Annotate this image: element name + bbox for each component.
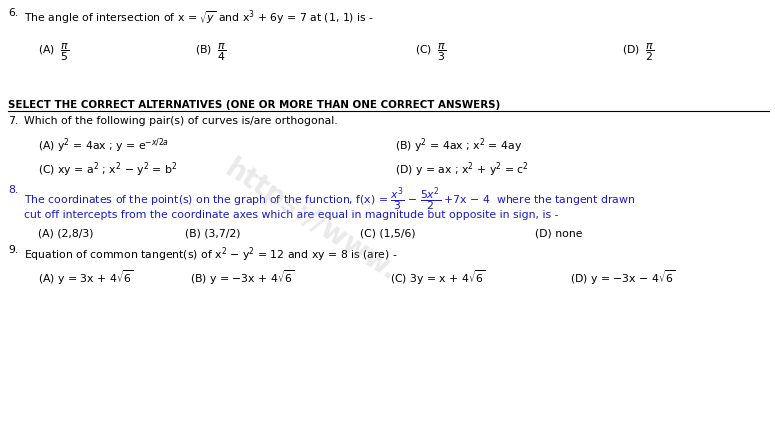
Text: (D) none: (D) none: [535, 228, 583, 238]
Text: 8.: 8.: [8, 185, 19, 195]
Text: 9.: 9.: [8, 245, 19, 255]
Text: cut off intercepts from the coordinate axes which are equal in magnitude but opp: cut off intercepts from the coordinate a…: [24, 210, 559, 220]
Text: (A) (2,8/3): (A) (2,8/3): [38, 228, 94, 238]
Text: 6.: 6.: [8, 8, 19, 18]
Text: SELECT THE CORRECT ALTERNATIVES (ONE OR MORE THAN ONE CORRECT ANSWERS): SELECT THE CORRECT ALTERNATIVES (ONE OR …: [8, 100, 500, 110]
Text: (C) (1,5/6): (C) (1,5/6): [360, 228, 415, 238]
Text: (C)  $\dfrac{\pi}{3}$: (C) $\dfrac{\pi}{3}$: [415, 42, 447, 63]
Text: (C) 3y = x + 4$\sqrt{6}$: (C) 3y = x + 4$\sqrt{6}$: [390, 268, 486, 287]
Text: Equation of common tangent(s) of x$^2$ $-$ y$^2$ = 12 and xy = 8 is (are) -: Equation of common tangent(s) of x$^2$ $…: [24, 245, 398, 264]
Text: The coordinates of the point(s) on the graph of the function, f(x) = $\dfrac{x^3: The coordinates of the point(s) on the g…: [24, 185, 635, 213]
Text: 7.: 7.: [8, 116, 19, 126]
Text: (B)  $\dfrac{\pi}{4}$: (B) $\dfrac{\pi}{4}$: [195, 42, 227, 63]
Text: (C) xy = a$^2$ ; x$^2$ $-$ y$^2$ = b$^2$: (C) xy = a$^2$ ; x$^2$ $-$ y$^2$ = b$^2$: [38, 160, 177, 179]
Text: (A)  $\dfrac{\pi}{5}$: (A) $\dfrac{\pi}{5}$: [38, 42, 70, 63]
Text: (B) (3,7/2): (B) (3,7/2): [185, 228, 240, 238]
Text: (D)  $\dfrac{\pi}{2}$: (D) $\dfrac{\pi}{2}$: [622, 42, 655, 63]
Text: (D) y = $-$3x $-$ 4$\sqrt{6}$: (D) y = $-$3x $-$ 4$\sqrt{6}$: [570, 268, 676, 287]
Text: (B) y$^2$ = 4ax ; x$^2$ = 4ay: (B) y$^2$ = 4ax ; x$^2$ = 4ay: [395, 136, 522, 154]
Text: (A) y$^2$ = 4ax ; y = e$^{-x/2a}$: (A) y$^2$ = 4ax ; y = e$^{-x/2a}$: [38, 136, 169, 154]
Text: (A) y = 3x + 4$\sqrt{6}$: (A) y = 3x + 4$\sqrt{6}$: [38, 268, 134, 287]
Text: (D) y = ax ; x$^2$ + y$^2$ = c$^2$: (D) y = ax ; x$^2$ + y$^2$ = c$^2$: [395, 160, 529, 179]
Text: The angle of intersection of x = $\sqrt{y}$ and x$^3$ + 6y = 7 at (1, 1) is -: The angle of intersection of x = $\sqrt{…: [24, 8, 374, 26]
Text: Which of the following pair(s) of curves is/are orthogonal.: Which of the following pair(s) of curves…: [24, 116, 338, 126]
Text: (B) y = $-$3x + 4$\sqrt{6}$: (B) y = $-$3x + 4$\sqrt{6}$: [190, 268, 294, 287]
Text: https://www.: https://www.: [220, 155, 403, 287]
